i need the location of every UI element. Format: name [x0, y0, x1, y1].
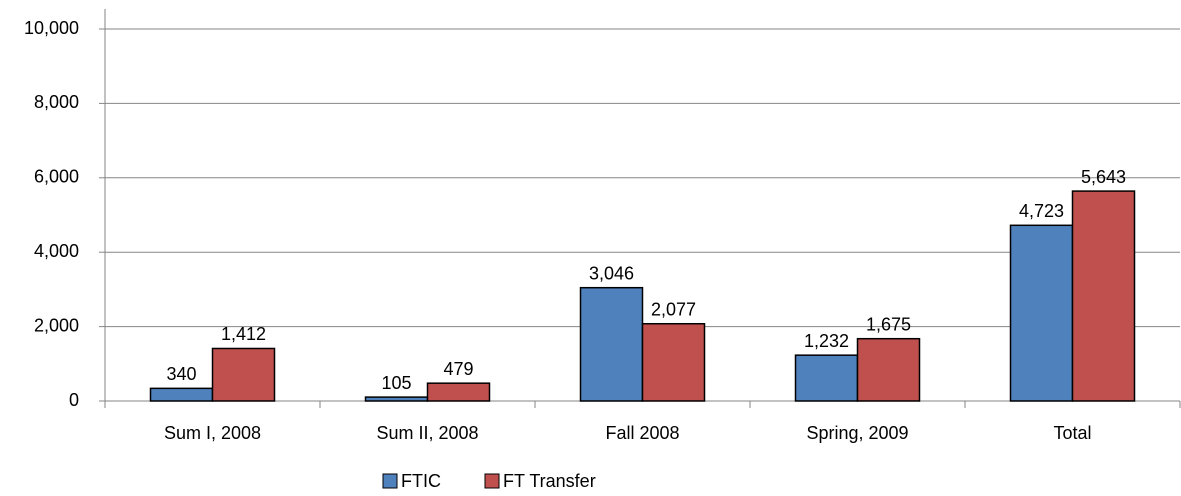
x-tick-label: Fall 2008 — [605, 423, 679, 443]
bar — [1009, 224, 1074, 402]
legend-swatch — [382, 473, 398, 489]
x-tick-label: Total — [1053, 423, 1091, 443]
bar — [211, 347, 276, 402]
bar — [641, 322, 706, 402]
x-tick-label: Sum I, 2008 — [164, 423, 261, 443]
data-label: 4,723 — [1019, 201, 1064, 221]
bar — [1071, 190, 1136, 402]
y-tick-label: 2,000 — [34, 315, 79, 335]
data-label: 479 — [443, 359, 473, 379]
data-label: 1,675 — [866, 314, 911, 334]
bar — [856, 337, 921, 402]
legend-label: FT Transfer — [503, 471, 596, 491]
data-label: 1,412 — [221, 324, 266, 344]
data-label: 105 — [381, 373, 411, 393]
y-tick-label: 0 — [69, 390, 79, 410]
x-tick-label: Spring, 2009 — [806, 423, 908, 443]
y-tick-label: 10,000 — [24, 18, 79, 38]
data-label: 1,232 — [804, 331, 849, 351]
legend-swatch — [484, 473, 500, 489]
bar — [149, 387, 214, 402]
bar — [579, 286, 644, 402]
bar — [364, 396, 429, 402]
data-label: 340 — [166, 364, 196, 384]
legend-label: FTIC — [401, 471, 441, 491]
y-tick-label: 4,000 — [34, 241, 79, 261]
x-tick-label: Sum II, 2008 — [376, 423, 478, 443]
data-label: 3,046 — [589, 263, 634, 283]
y-tick-label: 6,000 — [34, 167, 79, 187]
data-label: 2,077 — [651, 299, 696, 319]
bar — [426, 382, 491, 402]
y-tick-label: 8,000 — [34, 92, 79, 112]
data-label: 5,643 — [1081, 167, 1126, 187]
bar — [794, 354, 859, 402]
